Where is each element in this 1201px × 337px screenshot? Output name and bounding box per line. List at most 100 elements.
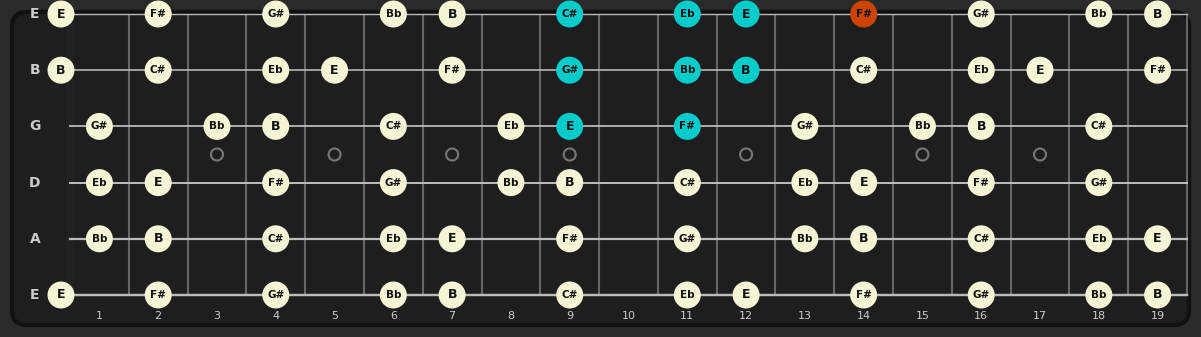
Circle shape [380, 113, 407, 140]
Circle shape [556, 225, 584, 252]
Text: 10: 10 [621, 311, 635, 321]
Text: F#: F# [150, 9, 166, 19]
Circle shape [1027, 57, 1053, 84]
Text: B: B [741, 64, 751, 77]
Text: B: B [30, 63, 40, 77]
Circle shape [1086, 225, 1112, 252]
Text: Bb: Bb [209, 121, 225, 131]
Text: B: B [448, 7, 456, 21]
Text: Bb: Bb [91, 234, 107, 244]
Text: G#: G# [679, 234, 695, 244]
Circle shape [850, 169, 877, 196]
Text: F#: F# [680, 121, 695, 131]
Text: 1: 1 [96, 311, 103, 321]
Text: G#: G# [1091, 178, 1107, 188]
Text: Bb: Bb [386, 290, 401, 300]
Circle shape [968, 225, 994, 252]
Circle shape [1086, 113, 1112, 140]
Circle shape [438, 57, 466, 84]
Text: 19: 19 [1151, 311, 1165, 321]
Text: E: E [860, 176, 868, 189]
Text: Eb: Eb [503, 121, 519, 131]
Text: B: B [976, 120, 986, 133]
Circle shape [144, 225, 172, 252]
Circle shape [380, 281, 407, 308]
Text: 9: 9 [566, 311, 573, 321]
Text: Bb: Bb [915, 121, 931, 131]
Text: F#: F# [856, 290, 872, 300]
Circle shape [968, 281, 994, 308]
Circle shape [144, 281, 172, 308]
Circle shape [262, 0, 289, 28]
Circle shape [1145, 0, 1171, 28]
Text: C#: C# [973, 234, 990, 244]
Circle shape [674, 57, 701, 84]
Text: D: D [29, 176, 41, 190]
Circle shape [1145, 57, 1171, 84]
Circle shape [1145, 225, 1171, 252]
Circle shape [909, 113, 936, 140]
Text: E: E [1035, 64, 1045, 77]
Circle shape [438, 281, 466, 308]
Circle shape [380, 169, 407, 196]
Circle shape [968, 169, 994, 196]
Text: 7: 7 [448, 311, 455, 321]
Text: A: A [30, 232, 41, 246]
Text: 13: 13 [797, 311, 812, 321]
Circle shape [380, 225, 407, 252]
Text: 17: 17 [1033, 311, 1047, 321]
Text: 8: 8 [507, 311, 514, 321]
Text: G#: G# [267, 9, 285, 19]
Text: E: E [742, 7, 751, 21]
Circle shape [321, 57, 348, 84]
Text: E: E [30, 288, 40, 302]
Text: 6: 6 [390, 311, 396, 321]
Circle shape [203, 113, 231, 140]
Text: G#: G# [973, 290, 990, 300]
Text: Bb: Bb [797, 234, 813, 244]
Text: F#: F# [1149, 65, 1165, 75]
Text: 4: 4 [273, 311, 280, 321]
Circle shape [733, 281, 759, 308]
Text: B: B [859, 232, 868, 245]
Circle shape [674, 113, 701, 140]
Text: Eb: Eb [974, 65, 988, 75]
Circle shape [1086, 281, 1112, 308]
Circle shape [1086, 169, 1112, 196]
Text: E: E [1153, 232, 1161, 245]
Text: C#: C# [562, 9, 578, 19]
Text: 15: 15 [915, 311, 930, 321]
Text: F#: F# [856, 9, 872, 19]
Circle shape [674, 169, 701, 196]
Text: E: E [56, 288, 65, 302]
Text: E: E [566, 120, 574, 133]
Text: 5: 5 [331, 311, 337, 321]
Circle shape [556, 0, 584, 28]
Circle shape [262, 57, 289, 84]
Circle shape [850, 0, 877, 28]
Text: Eb: Eb [269, 65, 283, 75]
Circle shape [850, 225, 877, 252]
Circle shape [791, 169, 818, 196]
Text: B: B [154, 232, 163, 245]
Text: G#: G# [796, 121, 813, 131]
Text: F#: F# [444, 65, 460, 75]
Text: B: B [1153, 288, 1163, 302]
Circle shape [48, 281, 74, 308]
Text: B: B [271, 120, 281, 133]
Text: Eb: Eb [680, 9, 694, 19]
Text: Bb: Bb [680, 65, 695, 75]
Circle shape [48, 57, 74, 84]
Circle shape [262, 169, 289, 196]
Circle shape [733, 57, 759, 84]
Circle shape [86, 169, 113, 196]
Circle shape [262, 281, 289, 308]
Text: G#: G# [561, 65, 579, 75]
Circle shape [144, 0, 172, 28]
Circle shape [86, 113, 113, 140]
Text: G#: G# [267, 290, 285, 300]
Circle shape [968, 0, 994, 28]
Text: G#: G# [973, 9, 990, 19]
Circle shape [86, 225, 113, 252]
Text: G: G [29, 119, 41, 133]
